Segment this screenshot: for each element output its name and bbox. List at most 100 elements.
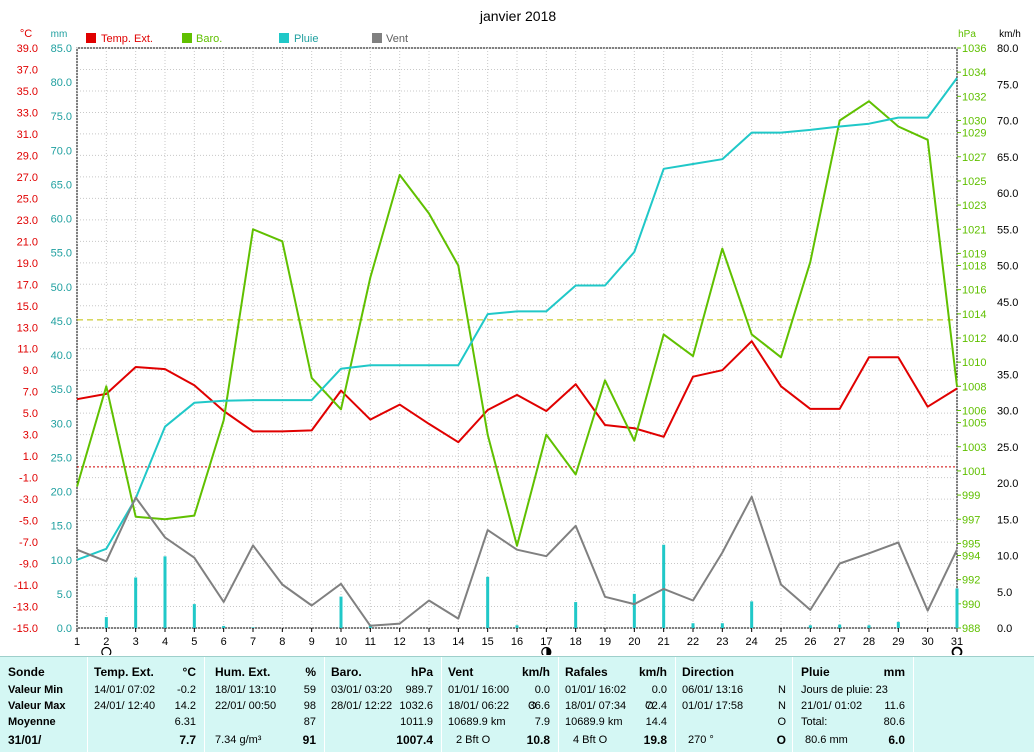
stats-pluie-total: 80.6 [883, 716, 905, 728]
x-tick-label: 13 [423, 636, 435, 648]
baro-tick-label: 1027 [962, 152, 986, 164]
x-tick-label: 27 [834, 636, 846, 648]
stats-rafales-column: Rafales km/h 01/01/ 16:02 0.0 18/01/ 07:… [559, 657, 676, 752]
stats-hum-min-time: 18/01/ 13:10 [215, 684, 277, 696]
stats-vent-min: 0.0 [534, 684, 550, 696]
temp-tick-label: 7.0 [23, 387, 38, 399]
stats-vent-max-time: 18/01/ 06:22 [448, 700, 510, 712]
x-tick-label: 7 [250, 636, 256, 648]
legend-swatch-wind [372, 33, 382, 43]
rain-bar [222, 625, 226, 628]
series-line-temp [76, 340, 958, 444]
stats-rafales-unit: km/h [638, 665, 667, 679]
stats-temp-max-time: 24/01/ 12:40 [94, 700, 156, 712]
wind-tick-label: 0.0 [997, 623, 1012, 635]
stats-hum-column: Hum. Ext. % 18/01/ 13:10 59 22/01/ 00:50… [205, 657, 325, 752]
temp-tick-label: 33.0 [17, 107, 38, 119]
temp-tick-label: 11.0 [17, 344, 38, 356]
temp-tick-label: -11.0 [14, 580, 38, 592]
wind-tick-label: 65.0 [997, 152, 1018, 164]
stats-vent-max: 36.6 [528, 700, 550, 712]
temp-tick-label: -1.0 [19, 473, 38, 485]
baro-tick-label: 997 [962, 514, 980, 526]
stats-direction-column: Direction 06/01/ 13:16 N 01/01/ 17:58 N … [676, 657, 793, 752]
x-tick-label: 1 [74, 636, 80, 648]
stats-vent-column: Vent km/h 01/01/ 16:00 0.0 18/01/ 06:22 … [442, 657, 559, 752]
baro-tick-label: 1012 [962, 333, 986, 345]
half-circle-icon-fill [546, 647, 551, 655]
full-circle-icon [951, 646, 963, 655]
temp-tick-label: -13.0 [13, 602, 38, 614]
rain-tick-label: 20.0 [51, 487, 72, 499]
wind-tick-label: 40.0 [997, 333, 1018, 345]
series-line-baro [76, 100, 958, 547]
temp-tick-label: 35.0 [17, 86, 38, 98]
stats-temp-avg: 6.31 [174, 716, 196, 728]
x-tick-label: 12 [394, 636, 406, 648]
stats-pluie-month: 80.6 mm [805, 734, 848, 746]
stats-temp-current: 7.7 [179, 733, 196, 747]
baro-tick-label: 1019 [962, 248, 986, 260]
temp-tick-label: -9.0 [19, 559, 38, 571]
chart-legend: Temp. Ext. Baro. Pluie Vent [86, 33, 408, 45]
rain-tick-label: 85.0 [51, 43, 72, 55]
stats-date-label: 31/01/ [8, 733, 42, 747]
wind-tick-label: 35.0 [997, 369, 1018, 381]
series-line-rain [76, 77, 958, 561]
stats-baro-max: 1032.6 [399, 700, 433, 712]
rain-tick-label: 80.0 [51, 77, 72, 89]
legend-swatch-temp [86, 33, 96, 43]
wind-tick-label: 20.0 [997, 478, 1018, 490]
temp-tick-label: 13.0 [17, 322, 38, 334]
wind-axis-unit: km/h [999, 29, 1021, 40]
legend-swatch-rain [279, 33, 289, 43]
wind-tick-label: 75.0 [997, 79, 1018, 91]
baro-tick-label: 1030 [962, 116, 986, 128]
stats-pluie-title: Pluie [801, 665, 830, 679]
rain-bar [662, 544, 666, 628]
x-tick-label: 20 [628, 636, 640, 648]
x-tick-label: 31 [951, 636, 963, 648]
x-tick-label: 6 [221, 636, 227, 648]
temp-tick-label: 31.0 [17, 129, 38, 141]
x-tick-label: 18 [570, 636, 582, 648]
stats-rafales-max-dir: O [645, 700, 654, 712]
stats-sonde-label: Sonde [8, 665, 45, 679]
x-tick-label: 2 [103, 636, 109, 648]
baro-tick-label: 1023 [962, 200, 986, 212]
stats-pluie-current: 6.0 [888, 733, 905, 747]
stats-temp-min-time: 14/01/ 07:02 [94, 684, 156, 696]
baro-tick-label: 1001 [962, 466, 986, 478]
rain-tick-label: 10.0 [51, 555, 72, 567]
x-tick-label: 16 [511, 636, 523, 648]
x-tick-label: 22 [687, 636, 699, 648]
chart-title: janvier 2018 [479, 8, 556, 24]
rain-tick-label: 0.0 [57, 623, 72, 635]
stats-hum-current: 91 [302, 733, 316, 747]
temp-tick-label: -3.0 [19, 494, 38, 506]
x-tick-label: 23 [716, 636, 728, 648]
x-tick-label: 3 [133, 636, 139, 648]
stats-pluie-column: Pluie mm Jours de pluie: 23 21/01/ 01:02… [793, 657, 914, 752]
stats-temp-title: Temp. Ext. [94, 665, 154, 679]
temp-tick-label: 15.0 [17, 301, 38, 313]
stats-vent-max-dir: O [528, 700, 537, 712]
stats-rafales-avg: 14.4 [645, 716, 667, 728]
legend-label-temp: Temp. Ext. [101, 33, 153, 45]
rain-bar [808, 625, 812, 628]
stats-hum-max-time: 22/01/ 00:50 [215, 700, 277, 712]
temp-tick-label: 21.0 [17, 236, 38, 248]
x-tick-label: 10 [335, 636, 347, 648]
rain-tick-label: 75.0 [51, 111, 72, 123]
temp-tick-label: -7.0 [19, 537, 38, 549]
temp-tick-label: 5.0 [23, 408, 38, 420]
stats-avg-label: Moyenne [8, 716, 56, 728]
stats-rafales-title: Rafales [565, 665, 608, 679]
temp-tick-label: 9.0 [23, 365, 38, 377]
rain-tick-label: 15.0 [51, 521, 72, 533]
wind-tick-label: 55.0 [997, 224, 1018, 236]
x-tick-label: 25 [775, 636, 787, 648]
x-tick-label: 8 [279, 636, 285, 648]
series-line-wind [76, 495, 958, 627]
legend-label-baro: Baro. [196, 33, 222, 45]
